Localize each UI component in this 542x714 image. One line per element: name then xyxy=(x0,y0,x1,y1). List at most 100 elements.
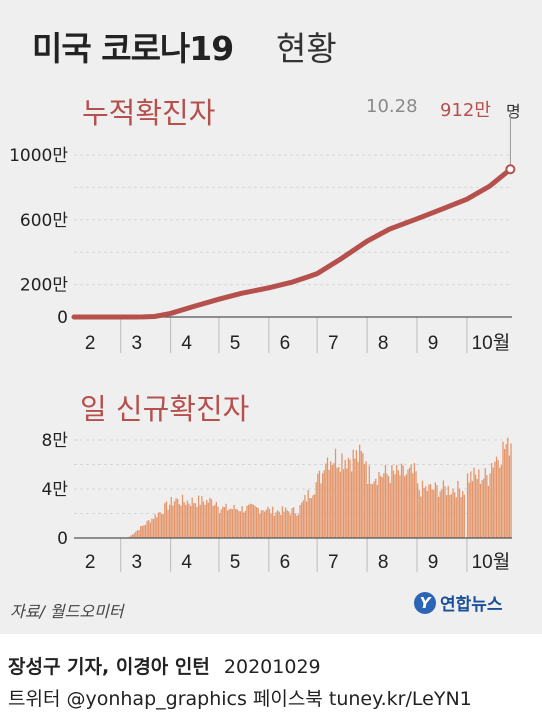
daily-bar xyxy=(130,535,132,538)
daily-bar xyxy=(273,515,275,538)
daily-bar xyxy=(442,480,445,538)
daily-bar xyxy=(421,480,424,538)
daily-bar xyxy=(336,467,338,538)
daily-bar xyxy=(489,473,491,538)
chart-panel: 미국 코로나19 현황 누적확진자 일 신규확진자 10.28 912만 명 0… xyxy=(0,0,542,634)
daily-bar xyxy=(412,473,414,538)
daily-bar xyxy=(507,437,509,538)
daily-bar xyxy=(165,501,168,538)
credit-date: 20201029 xyxy=(223,656,321,678)
daily-bar xyxy=(483,478,485,538)
daily-bar xyxy=(156,517,158,538)
daily-bar xyxy=(492,467,494,538)
daily-bar xyxy=(270,513,272,538)
daily-bar xyxy=(160,513,163,538)
daily-bar xyxy=(183,501,185,538)
daily-bar xyxy=(175,498,177,538)
daily-bar xyxy=(491,463,493,538)
yonhap-logo-icon: Y xyxy=(414,591,436,614)
daily-bar xyxy=(275,512,277,538)
daily-bar xyxy=(494,461,496,538)
daily-bar xyxy=(236,509,238,538)
daily-bar xyxy=(439,491,441,538)
daily-bar xyxy=(296,515,298,538)
daily-bar xyxy=(148,520,150,538)
daily-bar xyxy=(396,464,398,538)
daily-bar xyxy=(152,519,155,538)
x-tick-label: 9 xyxy=(428,333,439,354)
daily-bar xyxy=(363,463,366,538)
daily-bar xyxy=(418,490,420,538)
daily-bar xyxy=(267,506,269,538)
daily-bar xyxy=(185,504,187,538)
x-tick-label: 4 xyxy=(181,333,192,354)
daily-bar xyxy=(426,490,428,538)
daily-bar xyxy=(360,450,362,538)
x-tick-label: 6 xyxy=(280,552,291,573)
daily-bar xyxy=(225,503,227,538)
daily-bar xyxy=(215,501,217,538)
latest-date-label: 10.28 xyxy=(366,96,418,117)
x-tick-label: 3 xyxy=(132,552,143,573)
daily-bar xyxy=(180,505,182,538)
daily-bar xyxy=(436,485,438,538)
daily-bar xyxy=(502,441,504,538)
daily-bar xyxy=(143,525,145,538)
daily-bar xyxy=(146,520,148,538)
daily-bar xyxy=(252,504,255,538)
daily-bar xyxy=(288,511,290,538)
x-tick-label: 7 xyxy=(328,333,339,354)
daily-bar xyxy=(405,474,408,538)
daily-bar xyxy=(495,456,498,538)
x-tick-label: 9 xyxy=(428,552,439,573)
daily-bar xyxy=(140,526,142,538)
daily-bar xyxy=(259,513,261,538)
daily-bar xyxy=(159,512,161,538)
daily-bar xyxy=(315,482,317,538)
daily-bar xyxy=(265,509,267,538)
daily-bar xyxy=(212,506,214,538)
daily-bar xyxy=(408,467,411,538)
daily-bar xyxy=(434,482,436,538)
daily-bar xyxy=(334,448,337,538)
daily-bar xyxy=(449,494,451,538)
daily-bar xyxy=(231,509,234,538)
daily-bar xyxy=(202,501,205,538)
y-tick-label: 0 xyxy=(57,308,68,328)
daily-bar xyxy=(373,481,375,538)
daily-bar xyxy=(368,465,370,538)
daily-bar xyxy=(194,503,197,538)
daily-bar xyxy=(389,483,391,538)
daily-bar xyxy=(508,455,511,538)
daily-bar xyxy=(471,481,474,538)
daily-bar xyxy=(272,506,274,538)
x-tick-label: 2 xyxy=(85,333,96,354)
daily-bar xyxy=(144,524,147,538)
daily-bar xyxy=(309,498,311,538)
daily-bar xyxy=(181,494,184,538)
x-tick-label: 5 xyxy=(230,333,241,354)
daily-bar xyxy=(410,464,412,538)
daily-bar xyxy=(371,484,374,538)
latest-value-label: 912만 xyxy=(440,100,491,121)
daily-bar xyxy=(310,498,313,538)
daily-bar xyxy=(444,486,446,538)
daily-bar xyxy=(255,507,258,538)
daily-bar xyxy=(241,506,243,538)
daily-bar xyxy=(239,511,242,538)
daily-bar xyxy=(341,453,343,538)
daily-bar xyxy=(257,508,259,538)
daily-bar xyxy=(344,459,346,538)
daily-bar xyxy=(141,525,143,538)
daily-bar xyxy=(355,450,358,538)
daily-bar xyxy=(193,503,195,538)
daily-bar xyxy=(454,492,456,538)
daily-bar xyxy=(238,511,240,538)
daily-bar xyxy=(321,473,324,538)
x-tick-label: 6 xyxy=(280,333,291,354)
x-tick-label: 4 xyxy=(181,552,192,573)
daily-bar xyxy=(197,495,200,538)
daily-bar xyxy=(328,469,330,538)
daily-bar xyxy=(394,474,396,538)
daily-bar xyxy=(320,483,322,538)
